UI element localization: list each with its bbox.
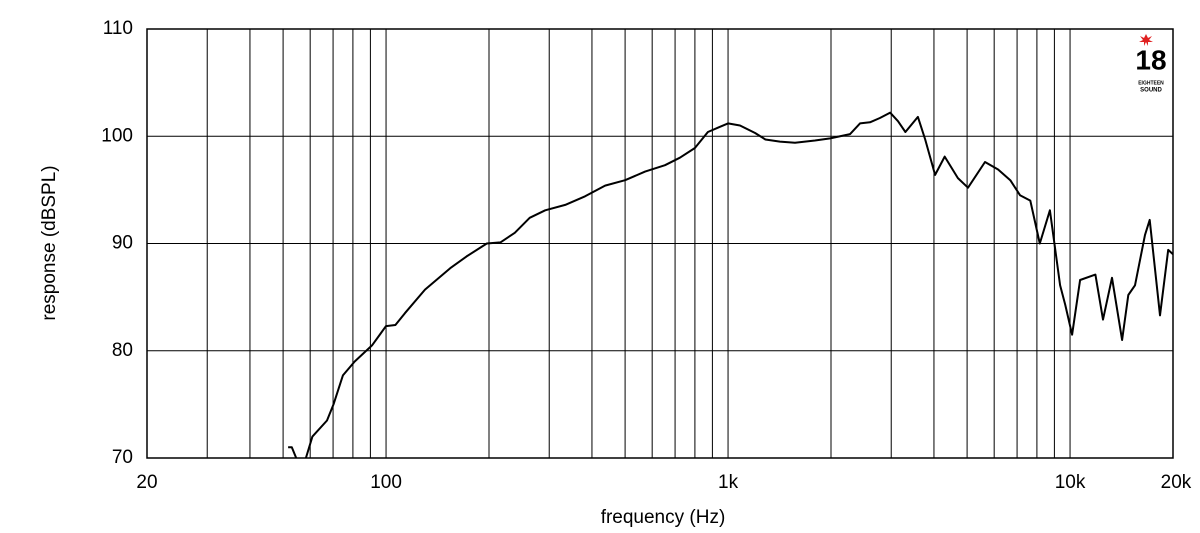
y-tick-label: 100: [101, 125, 133, 146]
y-axis-label: response (dBSPL): [39, 165, 60, 320]
x-tick-label: 20: [136, 472, 157, 493]
y-tick-label: 80: [112, 340, 133, 361]
x-tick-label: 100: [370, 472, 402, 493]
logo-number: 18: [1135, 44, 1166, 75]
logo-star: [1139, 34, 1153, 46]
x-tick-label: 1k: [718, 472, 739, 493]
y-tick-label: 90: [112, 233, 133, 254]
logo-line: SOUND: [1140, 88, 1162, 94]
x-axis-label: frequency (Hz): [601, 507, 726, 528]
y-tick-label: 110: [103, 18, 133, 39]
x-tick-label: 20k: [1161, 472, 1192, 493]
logo: 18 EIGHTEEN SOUND: [1135, 34, 1167, 94]
x-tick-label: 10k: [1055, 472, 1086, 493]
y-tick-label: 70: [112, 447, 133, 468]
response-line: [288, 111, 1173, 458]
logo-line: EIGHTEEN: [1138, 80, 1164, 86]
